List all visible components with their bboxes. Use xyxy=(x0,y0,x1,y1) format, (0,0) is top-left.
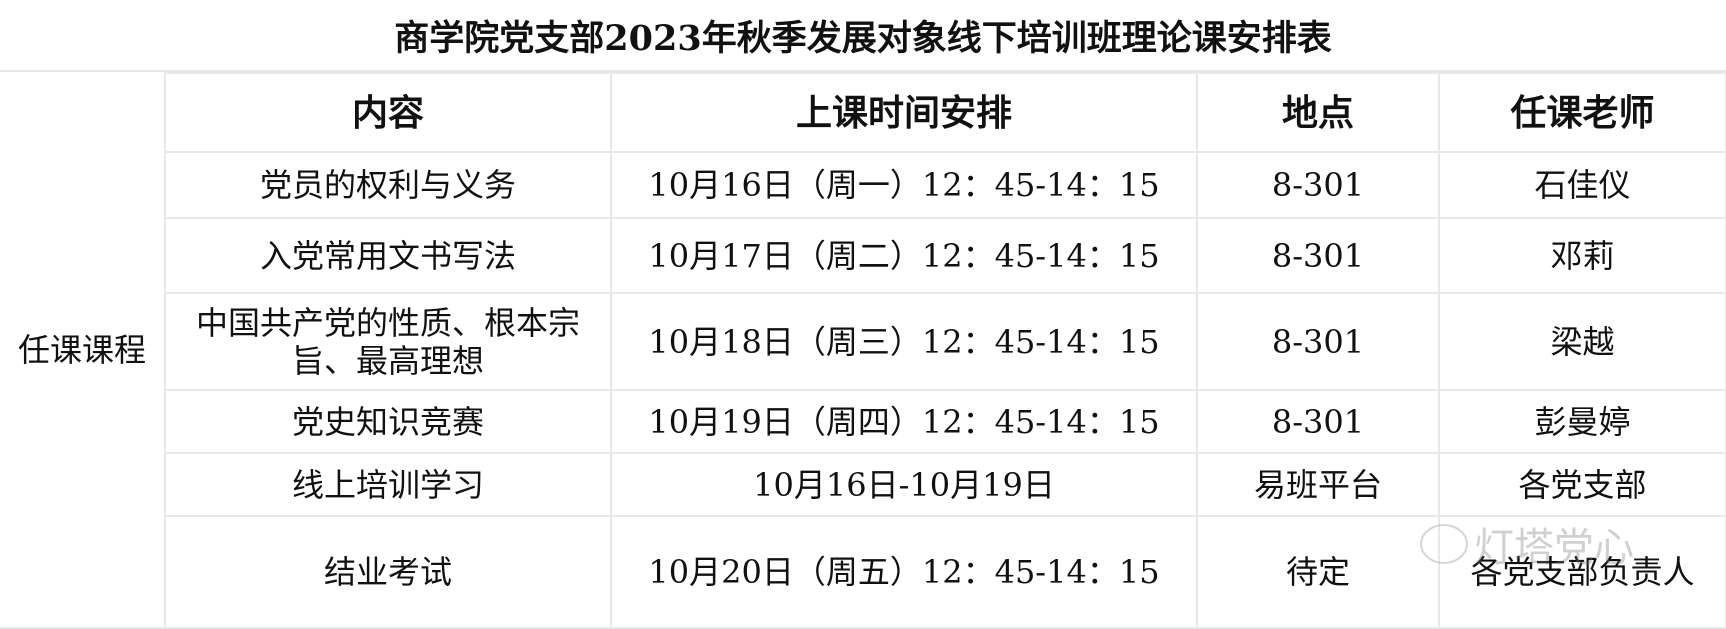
cell-place: 待定 xyxy=(1196,515,1440,629)
header-content: 内容 xyxy=(164,72,612,153)
table-row: 党员的权利与义务 10月16日（周一）12：45-14：15 8-301 石佳仪 xyxy=(0,151,1726,219)
cell-content: 党员的权利与义务 xyxy=(164,151,612,219)
cell-place: 易班平台 xyxy=(1196,452,1440,517)
cell-content: 党史知识竞赛 xyxy=(164,389,612,454)
table-row: 党史知识竞赛 10月19日（周四）12：45-14：15 8-301 彭曼婷 xyxy=(0,389,1726,454)
cell-content: 结业考试 xyxy=(164,515,612,629)
cell-time: 10月17日（周二）12：45-14：15 xyxy=(610,217,1198,294)
cell-teacher: 各党支部负责人 xyxy=(1438,515,1726,629)
cell-time: 10月16日（周一）12：45-14：15 xyxy=(610,151,1198,219)
table-row: 中国共产党的性质、根本宗旨、最高理想 10月18日（周三）12：45-14：15… xyxy=(0,292,1726,391)
table-row: 结业考试 10月20日（周五）12：45-14：15 待定 各党支部负责人 xyxy=(0,515,1726,629)
header-time: 上课时间安排 xyxy=(610,72,1198,153)
side-label: 任课课程 xyxy=(0,73,166,629)
table-row: 入党常用文书写法 10月17日（周二）12：45-14：15 8-301 邓莉 xyxy=(0,217,1726,294)
cell-content: 线上培训学习 xyxy=(164,452,612,517)
cell-place: 8-301 xyxy=(1196,151,1440,219)
cell-content: 中国共产党的性质、根本宗旨、最高理想 xyxy=(164,292,612,391)
cell-teacher: 彭曼婷 xyxy=(1438,389,1726,454)
header-teacher: 任课老师 xyxy=(1438,72,1726,153)
table-header-row: 任课课程 内容 上课时间安排 地点 任课老师 xyxy=(0,72,1726,629)
cell-teacher: 邓莉 xyxy=(1438,217,1726,294)
cell-time: 10月20日（周五）12：45-14：15 xyxy=(610,515,1198,629)
table-row: 线上培训学习 10月16日-10月19日 易班平台 各党支部 xyxy=(0,452,1726,517)
cell-content: 入党常用文书写法 xyxy=(164,217,612,294)
cell-teacher: 各党支部 xyxy=(1438,452,1726,517)
header-place: 地点 xyxy=(1196,72,1440,153)
page-title: 商学院党支部2023年秋季发展对象线下培训班理论课安排表 xyxy=(0,0,1726,72)
cell-time: 10月16日-10月19日 xyxy=(610,452,1198,517)
schedule-table: 任课课程 内容 上课时间安排 地点 任课老师 党员的权利与义务 10月16日（周… xyxy=(0,72,1726,629)
cell-place: 8-301 xyxy=(1196,217,1440,294)
cell-place: 8-301 xyxy=(1196,292,1440,391)
cell-teacher: 梁越 xyxy=(1438,292,1726,391)
cell-time: 10月19日（周四）12：45-14：15 xyxy=(610,389,1198,454)
cell-place: 8-301 xyxy=(1196,389,1440,454)
cell-time: 10月18日（周三）12：45-14：15 xyxy=(610,292,1198,391)
cell-teacher: 石佳仪 xyxy=(1438,151,1726,219)
